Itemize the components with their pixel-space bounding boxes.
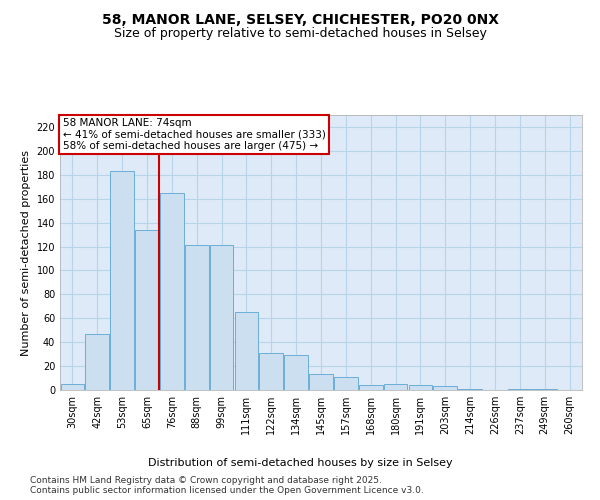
- Bar: [309, 374, 333, 390]
- Bar: [135, 230, 159, 390]
- Bar: [110, 171, 134, 390]
- Text: 58, MANOR LANE, SELSEY, CHICHESTER, PO20 0NX: 58, MANOR LANE, SELSEY, CHICHESTER, PO20…: [101, 12, 499, 26]
- Bar: [533, 389, 557, 390]
- Text: Size of property relative to semi-detached houses in Selsey: Size of property relative to semi-detach…: [113, 28, 487, 40]
- Bar: [235, 312, 258, 390]
- Text: Contains HM Land Registry data © Crown copyright and database right 2025.
Contai: Contains HM Land Registry data © Crown c…: [30, 476, 424, 495]
- Text: Distribution of semi-detached houses by size in Selsey: Distribution of semi-detached houses by …: [148, 458, 452, 468]
- Bar: [508, 389, 532, 390]
- Bar: [409, 385, 432, 390]
- Bar: [259, 353, 283, 390]
- Text: 58 MANOR LANE: 74sqm
← 41% of semi-detached houses are smaller (333)
58% of semi: 58 MANOR LANE: 74sqm ← 41% of semi-detac…: [62, 118, 325, 151]
- Bar: [61, 384, 84, 390]
- Bar: [384, 384, 407, 390]
- Bar: [458, 389, 482, 390]
- Bar: [334, 377, 358, 390]
- Bar: [284, 356, 308, 390]
- Bar: [185, 246, 209, 390]
- Bar: [433, 386, 457, 390]
- Bar: [160, 192, 184, 390]
- Y-axis label: Number of semi-detached properties: Number of semi-detached properties: [21, 150, 31, 356]
- Bar: [85, 334, 109, 390]
- Bar: [359, 385, 383, 390]
- Bar: [210, 246, 233, 390]
